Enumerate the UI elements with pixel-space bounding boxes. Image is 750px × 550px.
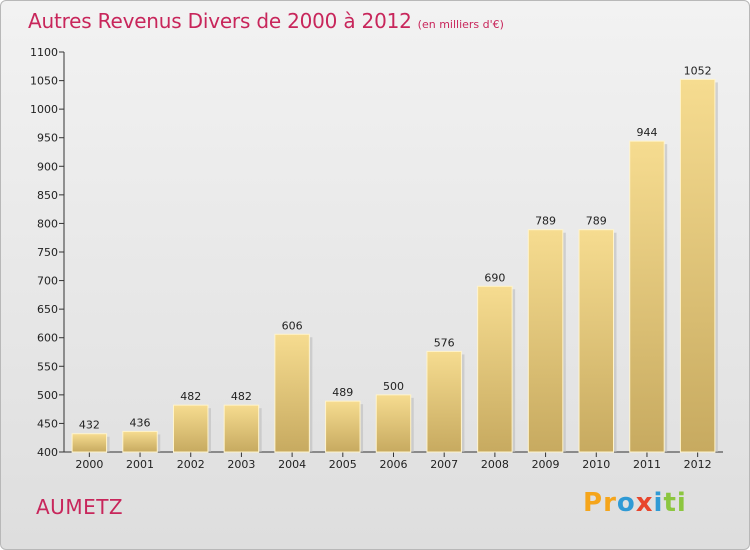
commune-name: AUMETZ — [36, 495, 124, 519]
y-tick-label: 1100 — [30, 46, 58, 59]
bar — [527, 229, 564, 453]
y-tick-label: 500 — [37, 389, 58, 402]
y-tick-label: 1000 — [30, 103, 58, 116]
y-tick-label: 800 — [37, 217, 58, 230]
data-label: 482 — [180, 390, 201, 403]
y-tick-label: 700 — [37, 275, 58, 288]
logo-letter: i — [653, 488, 664, 518]
y-tick-label: 450 — [37, 417, 58, 430]
bar — [122, 430, 158, 453]
x-tick-label: 2000 — [75, 458, 103, 471]
bar — [629, 140, 665, 453]
data-label: 500 — [383, 380, 404, 393]
y-tick-label: 650 — [37, 303, 58, 316]
y-tick-label: 950 — [37, 132, 58, 145]
data-label: 576 — [434, 336, 455, 349]
bar — [375, 394, 412, 453]
y-tick-label: 600 — [37, 332, 58, 345]
logo-letter: i — [676, 488, 687, 518]
x-tick-label: 2008 — [481, 458, 509, 471]
data-label: 482 — [231, 390, 252, 403]
data-label: 789 — [586, 215, 607, 228]
logo-letter: P — [583, 488, 604, 518]
x-tick-label: 2011 — [633, 458, 661, 471]
proxiti-logo[interactable]: Proxiti — [583, 488, 687, 518]
data-label: 489 — [332, 386, 353, 399]
data-label: 606 — [282, 319, 303, 332]
x-tick-label: 2002 — [177, 458, 205, 471]
bar — [477, 285, 513, 453]
data-label: 690 — [484, 271, 505, 284]
bar — [325, 400, 361, 453]
y-tick-label: 900 — [37, 160, 58, 173]
y-tick-label: 550 — [37, 360, 58, 373]
bar — [172, 404, 209, 453]
chart-title-main: Autres Revenus Divers de 2000 à 2012 — [28, 9, 412, 33]
y-tick-label: 850 — [37, 189, 58, 202]
data-label: 944 — [636, 126, 657, 139]
y-tick-label: 400 — [37, 446, 58, 459]
logo-letter: o — [616, 488, 636, 518]
bar — [274, 333, 310, 453]
x-tick-label: 2004 — [278, 458, 306, 471]
x-tick-label: 2006 — [380, 458, 408, 471]
logo-letter: t — [663, 488, 677, 518]
data-label: 432 — [79, 419, 100, 432]
x-tick-label: 2009 — [532, 458, 560, 471]
x-tick-label: 2003 — [227, 458, 255, 471]
bar — [426, 350, 462, 453]
x-tick-label: 2005 — [329, 458, 357, 471]
logo-letter: r — [603, 488, 617, 518]
chart-title-unit: (en milliers d'€) — [417, 18, 504, 31]
y-tick-label: 1050 — [30, 75, 58, 88]
data-label: 789 — [535, 215, 556, 228]
bar — [71, 433, 108, 453]
x-tick-label: 2007 — [430, 458, 458, 471]
bar — [578, 229, 615, 453]
y-tick-label: 750 — [37, 246, 58, 259]
data-label: 436 — [130, 416, 151, 429]
logo-letter: x — [635, 488, 654, 518]
bar — [679, 78, 716, 453]
x-tick-label: 2012 — [684, 458, 712, 471]
x-tick-label: 2001 — [126, 458, 154, 471]
x-tick-label: 2010 — [582, 458, 610, 471]
data-label: 1052 — [684, 64, 712, 77]
chart-title: Autres Revenus Divers de 2000 à 2012 (en … — [28, 9, 504, 33]
bar — [223, 404, 260, 453]
